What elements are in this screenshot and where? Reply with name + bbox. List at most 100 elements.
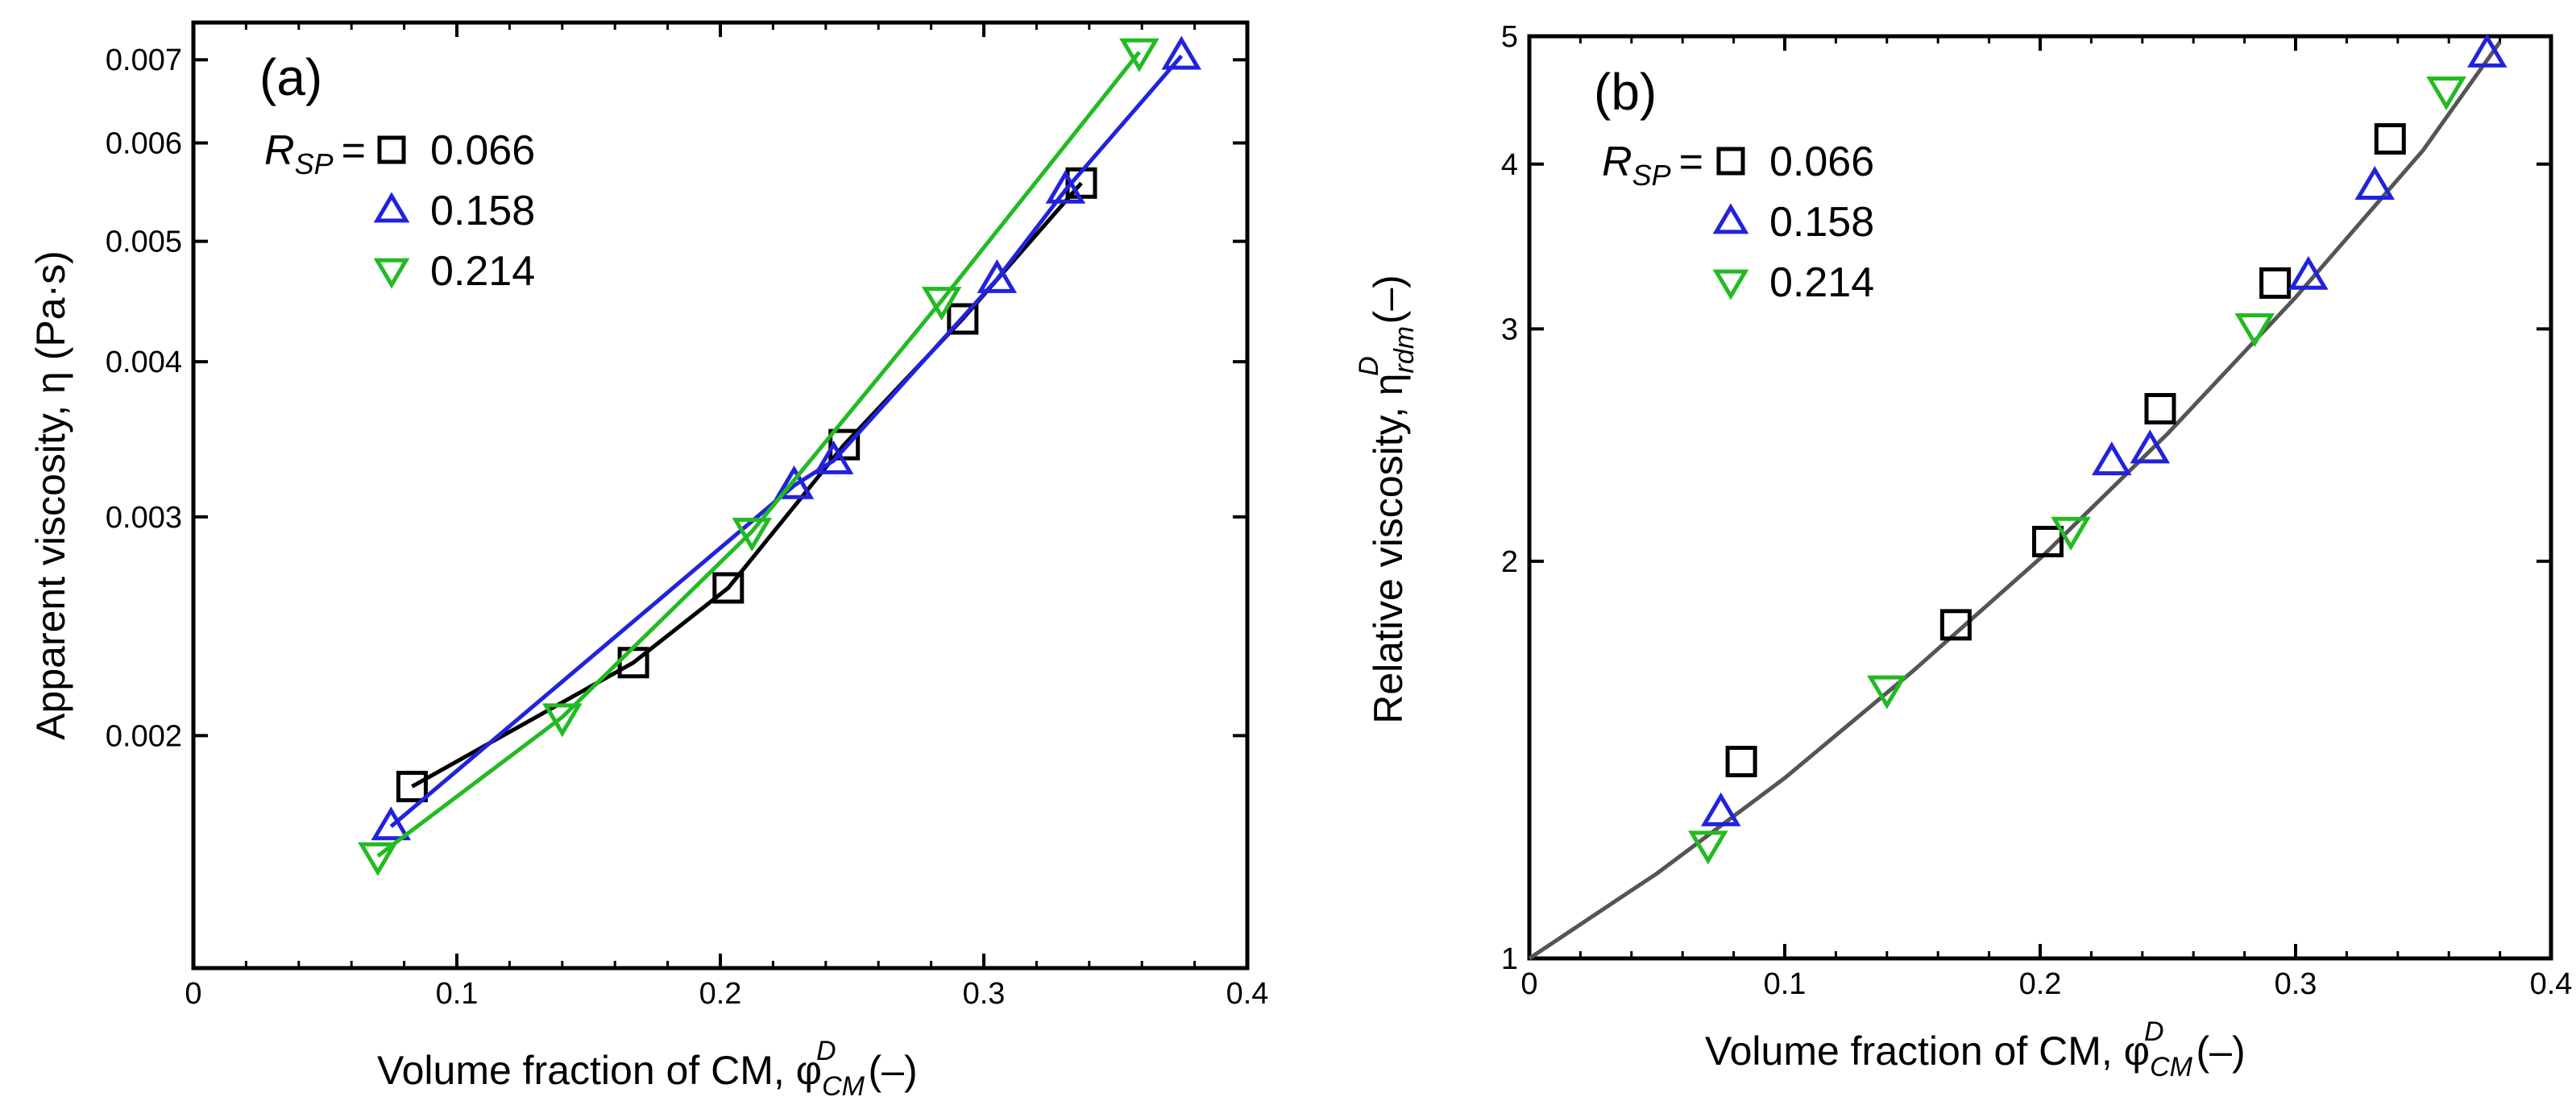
x-symbol-sup-a: D	[816, 1036, 836, 1066]
y-tick-label: 2	[1501, 545, 1518, 579]
x-tick-label: 0	[185, 977, 201, 1011]
legend-b: RSP = 0.066 0.158 0.214	[1602, 139, 1874, 306]
data-point	[1700, 792, 1741, 826]
data-point	[2032, 525, 2064, 557]
y-tick-label: 3	[1501, 312, 1518, 346]
series-0.158	[371, 35, 1202, 841]
data-point	[828, 428, 861, 461]
data-point	[2234, 313, 2275, 347]
x-tick-label: 0.2	[2019, 967, 2062, 1001]
x-ticks-a: 0 0.1 0.2 0.3 0.4	[185, 23, 1268, 1011]
legend-label: 0.158	[430, 188, 535, 234]
legend-label: 0.066	[430, 127, 535, 174]
x-symbol-sub-b: CM	[2150, 1052, 2193, 1082]
legend-label: 0.158	[1769, 199, 1874, 246]
data-point	[732, 517, 773, 552]
x-tick-label: 0	[1520, 967, 1537, 1001]
series-0.066	[1725, 122, 2406, 778]
x-symbol-sub-a: CM	[822, 1071, 865, 1102]
data-point	[2130, 429, 2171, 464]
x-unit-b: (–)	[2196, 1028, 2246, 1074]
data-point	[2259, 267, 2292, 299]
x-tick-label: 0.4	[2530, 967, 2573, 1001]
x-tick-label: 0.2	[699, 977, 742, 1011]
y-tick-label: 1	[1501, 942, 1518, 976]
legend-label: 0.066	[1769, 139, 1874, 185]
x-ticks-b: 0 0.1 0.2 0.3 0.4	[1520, 36, 2572, 1001]
data-point	[2426, 77, 2466, 111]
legend-a: RSP = 0.066 0.158 0.214	[264, 127, 535, 295]
data-point	[2288, 255, 2329, 290]
panel-b: (b) 0 0.1 0.2 0.3 0.4 1 2 3 4 5 RSP = 0.066 0.158 0.…	[1354, 20, 2572, 1082]
series-b	[1688, 33, 2508, 865]
data-point	[2374, 122, 2406, 155]
y-unit-b: (–)	[1366, 275, 1411, 324]
data-point	[1939, 609, 1972, 641]
x-axis-title-b: Volume fraction of CM, φCMD (–)	[1705, 1016, 2246, 1082]
y-tick-label: 0.007	[106, 43, 182, 77]
legend-marker	[373, 192, 410, 223]
series-line	[389, 54, 1184, 829]
series-a	[358, 35, 1202, 876]
data-point	[774, 465, 815, 499]
data-point	[1119, 38, 1159, 72]
panel-label-b: (b)	[1594, 63, 1657, 121]
legend-marker	[377, 135, 406, 164]
y-axis-title-a: Apparent viscosity, η (Pa·s)	[28, 250, 73, 740]
legend-title-sub: SP	[295, 147, 334, 180]
panel-label-a: (a)	[259, 48, 322, 106]
data-point	[396, 771, 428, 803]
data-point	[1688, 830, 1728, 865]
data-point	[712, 572, 745, 604]
y-tick-label: 0.002	[106, 719, 182, 753]
y-symbol-sup-b: D	[1354, 356, 1384, 376]
data-point	[2466, 33, 2508, 68]
x-symbol-sup-b: D	[2144, 1016, 2164, 1047]
legend-equals: =	[1679, 139, 1703, 185]
data-point	[542, 703, 583, 738]
legend-marker	[1712, 203, 1749, 234]
y-tick-label: 5	[1501, 20, 1518, 54]
data-point	[2354, 165, 2396, 200]
legend-title: RSP =	[1602, 139, 1703, 192]
data-point	[2144, 392, 2176, 424]
legend-marker	[1716, 147, 1745, 176]
x-unit-a: (–)	[869, 1048, 918, 1093]
x-tick-label: 0.4	[1226, 977, 1269, 1011]
series-0.214	[1688, 77, 2466, 865]
data-point	[2091, 441, 2132, 476]
data-point	[2051, 516, 2091, 551]
fit-curve-b	[1528, 40, 2502, 961]
y-ticks-a: 0.002 0.003 0.004 0.005 0.006 0.007	[106, 43, 1247, 753]
data-point	[1045, 169, 1086, 204]
y-tick-label: 0.004	[106, 346, 182, 379]
legend-title-main: R	[264, 127, 295, 174]
data-point	[813, 440, 854, 474]
y-tick-label: 0.006	[106, 126, 182, 160]
panel-a: (a) 0 0.1 0.2 0.3 0.4 0.0020.0030.0040.0050.…	[28, 20, 1268, 1102]
y-tick-label: 0.003	[106, 501, 182, 535]
y-tick-label: 4	[1501, 148, 1518, 182]
x-tick-label: 0.3	[2275, 967, 2317, 1001]
legend-marker	[1712, 269, 1749, 300]
data-point	[947, 303, 979, 335]
series-line	[376, 51, 1141, 858]
data-point	[1867, 675, 1907, 710]
legend-title: RSP =	[264, 127, 366, 180]
y-symbol-sub-b: rdm	[1389, 326, 1420, 374]
data-point	[1725, 746, 1757, 778]
legend-equals: =	[342, 127, 366, 174]
x-axis-title-a: Volume fraction of CM, φCMD (–)	[377, 1036, 918, 1102]
data-point	[371, 806, 412, 841]
data-point	[921, 287, 962, 321]
legend-title-main: R	[1602, 139, 1632, 185]
y-tick-label: 0.005	[106, 226, 182, 259]
data-point	[1161, 35, 1202, 70]
legend-label: 0.214	[430, 248, 535, 295]
y-ticks-b: 1 2 3 4 5	[1501, 20, 2551, 976]
x-tick-label: 0.3	[963, 977, 1006, 1011]
x-tick-label: 0.1	[1764, 967, 1807, 1001]
data-point	[358, 842, 398, 876]
data-point	[977, 259, 1018, 293]
